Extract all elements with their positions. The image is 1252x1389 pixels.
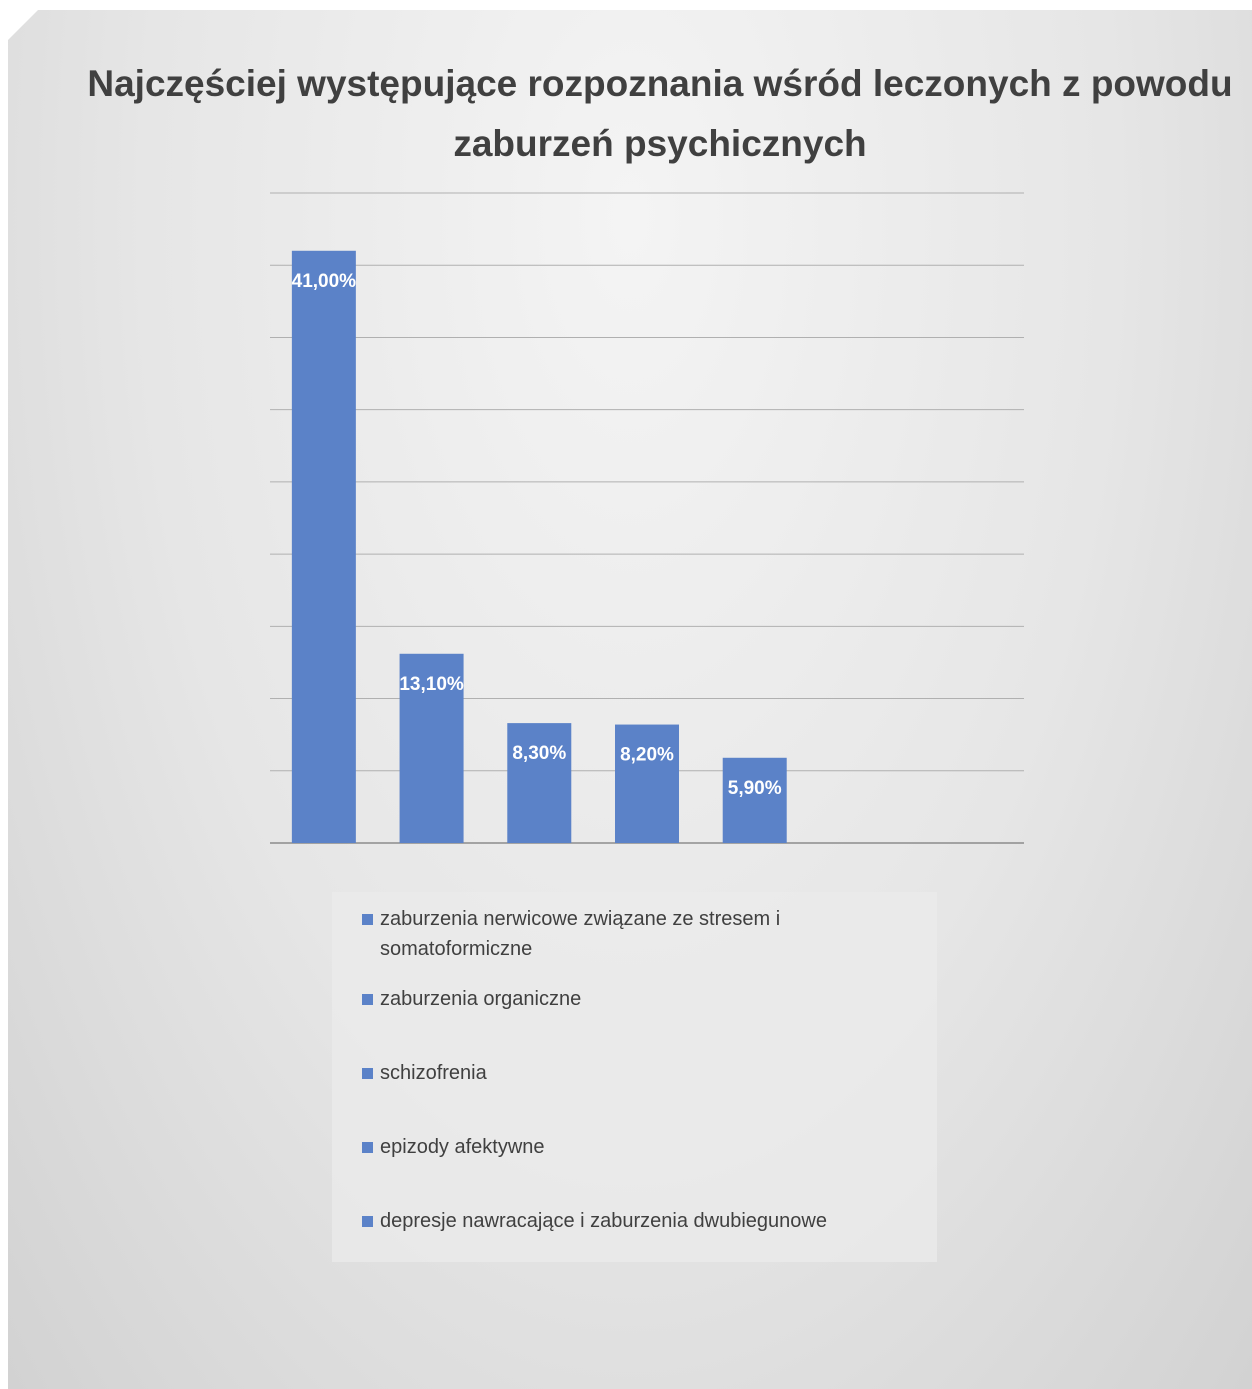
bar: [615, 724, 679, 843]
bars: [291, 250, 787, 843]
data-labels: 41,00% 13,10% 8,30% 8,20% 5,90%: [292, 271, 782, 799]
data-label: 13,10%: [399, 674, 464, 695]
chart-area: Najczęściej występujące rozpoznania wśró…: [8, 10, 1252, 1389]
legend-label: zaburzenia organiczne: [380, 988, 582, 1010]
legend-item: depresje nawracające i zaburzenia dwubie…: [362, 1206, 920, 1236]
legend-label: depresje nawracające i zaburzenia dwubie…: [380, 1210, 827, 1232]
legend-swatch: [362, 914, 373, 925]
legend-label: schizofrenia: [380, 1062, 487, 1084]
gridlines: [270, 192, 1024, 844]
data-label: 8,30%: [512, 743, 566, 764]
legend-swatch: [362, 1068, 373, 1079]
bar: [291, 250, 356, 843]
legend-swatch: [362, 1142, 373, 1153]
legend-label: zaburzenia nerwicowe związane ze stresem…: [380, 908, 781, 960]
legend-item: schizofrenia: [362, 1058, 920, 1088]
data-label: 8,20%: [620, 745, 674, 766]
data-label: 41,00%: [292, 271, 357, 292]
chart-title: Najczęściej występujące rozpoznania wśró…: [87, 63, 1233, 164]
legend-item: epizody afektywne: [362, 1132, 920, 1162]
legend-label: epizody afektywne: [380, 1136, 545, 1158]
legend-item: zaburzenia organiczne: [362, 984, 920, 1014]
plot-area: 41,00% 13,10% 8,30% 8,20% 5,90%: [270, 192, 1024, 844]
legend-item: zaburzenia nerwicowe związane ze stresem…: [362, 904, 920, 964]
bar: [507, 723, 572, 843]
page-corner-fold: [8, 10, 38, 40]
legend-swatch: [362, 994, 373, 1005]
legend: zaburzenia nerwicowe związane ze stresem…: [332, 892, 937, 1262]
bar: [399, 653, 464, 843]
legend-swatch: [362, 1216, 373, 1227]
bar: [722, 757, 787, 843]
data-label: 5,90%: [728, 778, 782, 799]
